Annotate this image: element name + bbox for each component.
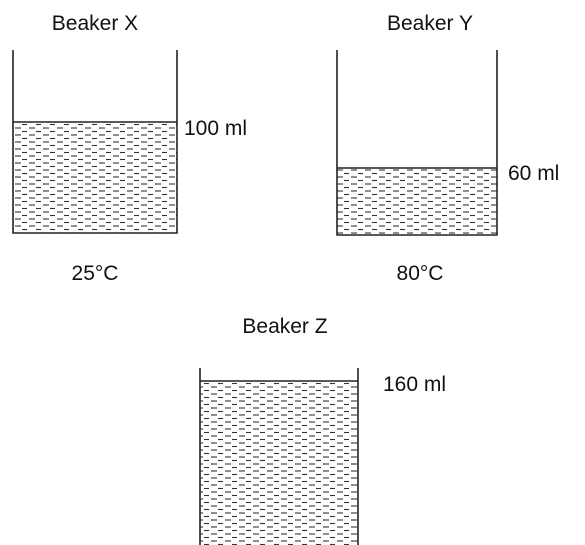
volume-label: 60 ml bbox=[508, 162, 559, 185]
beaker-wall bbox=[199, 368, 359, 545]
temperature-label: 25°C bbox=[72, 262, 119, 285]
beaker-name: Beaker Z bbox=[242, 315, 327, 338]
liquid bbox=[13, 122, 177, 233]
beaker-z: Beaker Z 160 ml bbox=[199, 315, 446, 545]
liquid bbox=[337, 168, 497, 235]
temperature-label: 80°C bbox=[397, 262, 444, 285]
beaker-name: Beaker X bbox=[52, 12, 138, 35]
liquid bbox=[200, 381, 358, 545]
beaker-x: Beaker X 100 ml 25°C bbox=[12, 12, 247, 285]
beaker-wall bbox=[336, 50, 498, 236]
beaker-name: Beaker Y bbox=[387, 12, 473, 35]
beaker-y: Beaker Y 60 ml 80°C bbox=[336, 12, 559, 285]
volume-label: 160 ml bbox=[383, 373, 446, 396]
volume-label: 100 ml bbox=[184, 117, 247, 140]
beaker-wall bbox=[12, 50, 178, 234]
